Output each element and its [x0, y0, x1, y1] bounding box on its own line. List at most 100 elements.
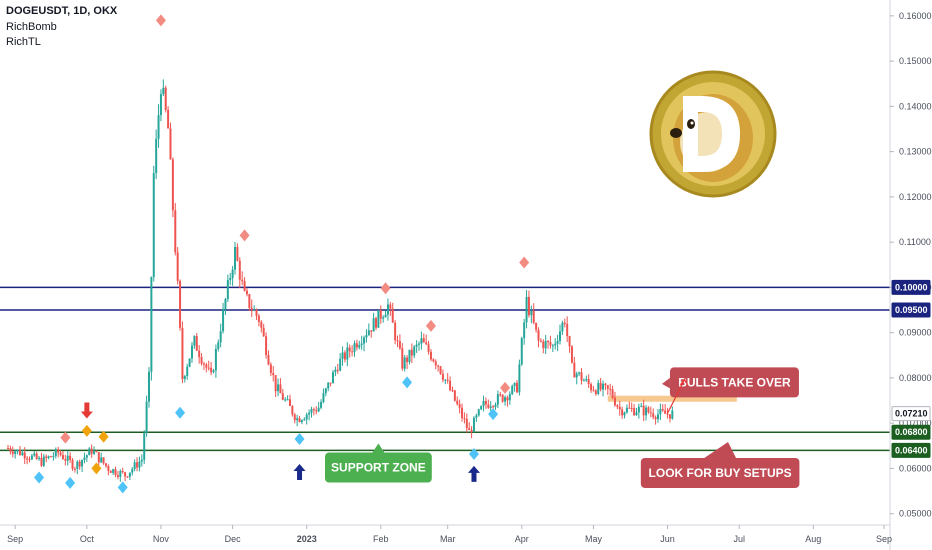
candle-body [128, 472, 131, 477]
callout-support: SUPPORT ZONE [324, 443, 432, 483]
candle-body [382, 317, 385, 319]
candle-body [587, 379, 590, 385]
candle-body [236, 247, 239, 261]
callout-text: LOOK FOR BUY SETUPS [649, 466, 792, 480]
candle-body [205, 364, 208, 368]
candle-body [446, 379, 449, 381]
candle-body [578, 372, 581, 374]
signal-diamond-bottom [34, 471, 45, 484]
candle-body [398, 341, 401, 349]
callout-text: BULLS TAKE OVER [678, 375, 791, 389]
candle-body [88, 448, 91, 456]
candle-body [633, 408, 636, 416]
y-tick-label: 0.14000 [899, 101, 932, 111]
signal-diamond-top [239, 229, 250, 242]
candle-body [121, 471, 124, 473]
candle-body [331, 372, 334, 384]
candle-body [559, 331, 562, 342]
candle-body [152, 173, 155, 278]
candle-body [394, 322, 397, 341]
candle-body [245, 290, 248, 295]
candle-body [439, 366, 442, 374]
candle-body [427, 344, 430, 352]
callout-box [640, 457, 800, 488]
candle-body [597, 382, 600, 394]
candle-body [26, 458, 29, 460]
candle-body [649, 412, 652, 414]
candle-body [300, 420, 303, 423]
price-label-box [891, 442, 931, 458]
candle-body [269, 364, 272, 373]
indicator-richbomb[interactable]: RichBomb [6, 21, 57, 33]
price-label-resistance: 0.09500 [895, 305, 928, 315]
candle-body [262, 327, 265, 337]
x-tick-label: May [585, 534, 603, 544]
y-tick-label: 0.11000 [899, 237, 931, 247]
candle-body [288, 399, 291, 406]
candle-body [513, 382, 516, 386]
candle-body [554, 343, 557, 346]
candle-body [453, 390, 456, 401]
candle-body [329, 382, 332, 384]
candle-body [147, 371, 150, 402]
time-axis[interactable]: Sep Oct Nov Dec 2023 Feb Mar Apr May Jun Jul Aug Sep [0, 524, 892, 544]
candle-body [468, 428, 471, 430]
candle-body [214, 348, 217, 371]
candle-body [389, 304, 392, 309]
candle-body [594, 390, 597, 394]
candle-body [284, 399, 287, 401]
candle-body [664, 410, 667, 414]
candle-body [418, 343, 421, 345]
signal-diamond-top [380, 282, 391, 295]
x-tick-label: Aug [805, 534, 821, 544]
candle-body [131, 469, 134, 473]
price-label-box [891, 279, 931, 295]
candle-body [23, 452, 26, 459]
price-axis[interactable]: 0.16000 0.15000 0.14000 0.13000 0.12000 0.110… [889, 0, 932, 550]
candle-body [308, 412, 311, 415]
candle-body [604, 383, 607, 386]
candle-body [360, 343, 363, 345]
candle-body [35, 453, 38, 459]
candle-body [11, 451, 14, 455]
candle-body [365, 335, 368, 338]
candle-body [61, 455, 64, 460]
candle-body [18, 449, 21, 455]
candle-body [465, 418, 468, 429]
candle-body [155, 138, 158, 174]
candle-body [367, 330, 370, 336]
candle-body [69, 455, 72, 460]
x-tick-label: Nov [153, 534, 170, 544]
candle-body [176, 252, 179, 281]
price-label-last: 0.07210 [895, 409, 928, 419]
candle-body [582, 380, 585, 382]
candle-body [64, 459, 67, 461]
callout-pointer [661, 377, 670, 389]
candle-body [224, 299, 227, 309]
candle-body [618, 406, 621, 410]
candle-body [45, 456, 48, 459]
candle-body [413, 346, 416, 356]
candle-body [475, 415, 478, 418]
candle-body [274, 375, 277, 392]
signal-arrow-up [293, 464, 306, 481]
candle-body [425, 342, 428, 345]
candle-body [477, 409, 480, 416]
candle-body [458, 404, 461, 408]
candle-body [637, 406, 640, 413]
candle-body [351, 351, 354, 353]
candle-body [463, 418, 466, 420]
y-tick-label: 0.05000 [899, 509, 932, 519]
signal-diamond-bottom [117, 481, 128, 494]
y-tick-label: 0.13000 [899, 147, 932, 157]
candle-body [267, 355, 270, 365]
candles [7, 79, 674, 482]
bullish-projection-arrowhead [679, 378, 689, 387]
candle-body [57, 449, 60, 453]
candle-body [253, 309, 256, 311]
x-tick-label: Sep [876, 534, 892, 544]
candle-body [386, 304, 389, 315]
indicator-richtl[interactable]: RichTL [6, 36, 41, 48]
candle-body [611, 389, 614, 398]
